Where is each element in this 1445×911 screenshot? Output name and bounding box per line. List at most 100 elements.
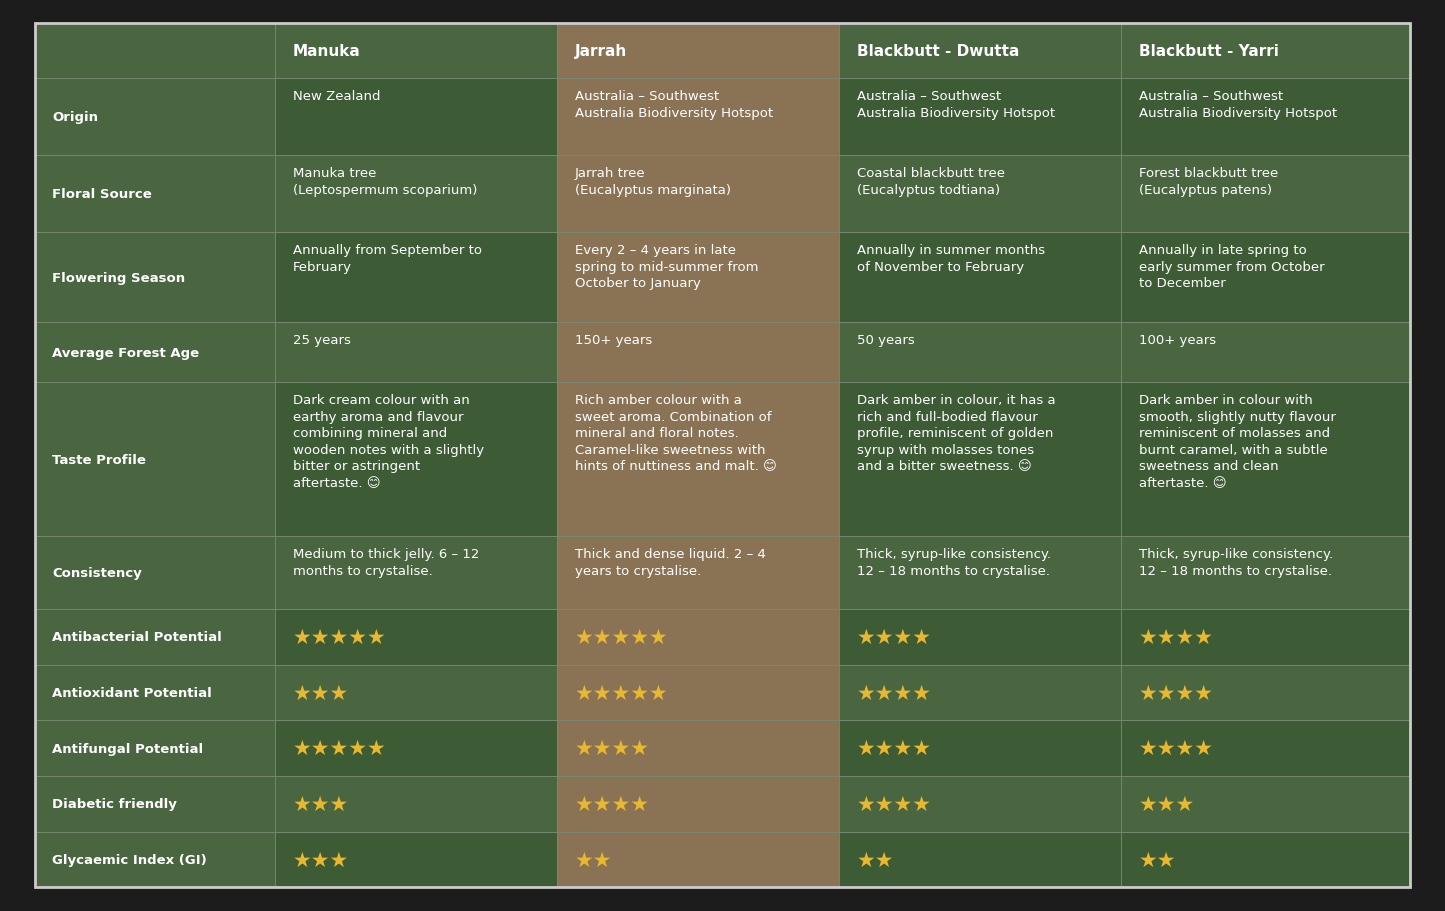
Bar — [558, 24, 840, 79]
Text: ★★★★★: ★★★★★ — [575, 627, 669, 647]
Text: Antibacterial Potential: Antibacterial Potential — [52, 630, 221, 644]
Bar — [276, 383, 558, 537]
Text: Australia – Southwest
Australia Biodiversity Hotspot: Australia – Southwest Australia Biodiver… — [857, 90, 1055, 119]
Text: ★★★★: ★★★★ — [857, 794, 932, 814]
Text: Diabetic friendly: Diabetic friendly — [52, 797, 176, 811]
Bar — [558, 233, 840, 323]
Text: ★★★★: ★★★★ — [1139, 627, 1214, 647]
Text: Australia – Southwest
Australia Biodiversity Hotspot: Australia – Southwest Australia Biodiver… — [1139, 90, 1337, 119]
Text: Manuka: Manuka — [293, 44, 360, 59]
Text: 50 years: 50 years — [857, 334, 915, 347]
Text: Jarrah tree
(Eucalyptus marginata): Jarrah tree (Eucalyptus marginata) — [575, 167, 731, 197]
Bar — [840, 79, 1121, 156]
Bar — [840, 609, 1121, 665]
Bar — [1121, 832, 1410, 887]
Text: ★★★★: ★★★★ — [857, 739, 932, 758]
Text: ★★: ★★ — [1139, 850, 1176, 869]
Bar — [558, 665, 840, 721]
Bar — [558, 537, 840, 609]
Bar — [558, 79, 840, 156]
Text: Every 2 – 4 years in late
spring to mid-summer from
October to January: Every 2 – 4 years in late spring to mid-… — [575, 244, 759, 290]
Text: ★★★★★: ★★★★★ — [293, 739, 386, 758]
Bar — [276, 537, 558, 609]
Bar — [840, 665, 1121, 721]
Text: Origin: Origin — [52, 111, 98, 124]
Text: 25 years: 25 years — [293, 334, 351, 347]
Bar — [276, 323, 558, 383]
Bar — [1121, 24, 1410, 79]
Text: Manuka tree
(Leptospermum scoparium): Manuka tree (Leptospermum scoparium) — [293, 167, 477, 197]
Bar — [840, 721, 1121, 776]
Bar — [276, 609, 558, 665]
Bar — [35, 233, 276, 323]
Text: Antifungal Potential: Antifungal Potential — [52, 742, 204, 755]
Bar — [276, 776, 558, 832]
Bar — [1121, 233, 1410, 323]
Text: Jarrah: Jarrah — [575, 44, 627, 59]
Text: ★★★★★: ★★★★★ — [293, 627, 386, 647]
Bar — [840, 24, 1121, 79]
Text: Rich amber colour with a
sweet aroma. Combination of
mineral and floral notes.
C: Rich amber colour with a sweet aroma. Co… — [575, 394, 776, 473]
Bar — [1121, 776, 1410, 832]
Bar — [35, 665, 276, 721]
Bar — [35, 537, 276, 609]
Text: Annually from September to
February: Annually from September to February — [293, 244, 481, 273]
Text: ★★: ★★ — [575, 850, 613, 869]
Bar — [276, 233, 558, 323]
Bar — [558, 383, 840, 537]
Text: 100+ years: 100+ years — [1139, 334, 1215, 347]
Bar — [558, 721, 840, 776]
Bar — [276, 24, 558, 79]
Text: Annually in late spring to
early summer from October
to December: Annually in late spring to early summer … — [1139, 244, 1325, 290]
Bar — [1121, 79, 1410, 156]
Bar — [35, 156, 276, 233]
Bar — [558, 609, 840, 665]
Bar — [35, 721, 276, 776]
Bar — [276, 79, 558, 156]
Text: Forest blackbutt tree
(Eucalyptus patens): Forest blackbutt tree (Eucalyptus patens… — [1139, 167, 1277, 197]
Text: Coastal blackbutt tree
(Eucalyptus todtiana): Coastal blackbutt tree (Eucalyptus todti… — [857, 167, 1004, 197]
Text: Floral Source: Floral Source — [52, 189, 152, 201]
Text: ★★★★: ★★★★ — [575, 794, 650, 814]
Text: ★★★★: ★★★★ — [857, 683, 932, 702]
Text: ★★★★: ★★★★ — [857, 627, 932, 647]
Bar — [1121, 537, 1410, 609]
Text: ★★: ★★ — [857, 850, 894, 869]
Bar — [35, 776, 276, 832]
Text: ★★★: ★★★ — [1139, 794, 1195, 814]
Bar — [35, 383, 276, 537]
Text: 150+ years: 150+ years — [575, 334, 652, 347]
Bar — [276, 156, 558, 233]
Bar — [35, 24, 276, 79]
Bar — [276, 832, 558, 887]
Text: Dark amber in colour with
smooth, slightly nutty flavour
reminiscent of molasses: Dark amber in colour with smooth, slight… — [1139, 394, 1335, 489]
Text: ★★★★: ★★★★ — [1139, 683, 1214, 702]
Text: Thick and dense liquid. 2 – 4
years to crystalise.: Thick and dense liquid. 2 – 4 years to c… — [575, 548, 766, 578]
Text: Dark cream colour with an
earthy aroma and flavour
combining mineral and
wooden : Dark cream colour with an earthy aroma a… — [293, 394, 484, 489]
Text: Thick, syrup-like consistency.
12 – 18 months to crystalise.: Thick, syrup-like consistency. 12 – 18 m… — [857, 548, 1051, 578]
Bar — [1121, 721, 1410, 776]
Bar — [558, 156, 840, 233]
Bar — [1121, 383, 1410, 537]
Text: ★★★: ★★★ — [293, 683, 350, 702]
Bar — [840, 233, 1121, 323]
Text: Dark amber in colour, it has a
rich and full-bodied flavour
profile, reminiscent: Dark amber in colour, it has a rich and … — [857, 394, 1055, 473]
Bar — [840, 776, 1121, 832]
Bar — [840, 537, 1121, 609]
Text: Consistency: Consistency — [52, 567, 142, 579]
Bar — [35, 832, 276, 887]
Text: ★★★★: ★★★★ — [575, 739, 650, 758]
Text: Antioxidant Potential: Antioxidant Potential — [52, 686, 212, 700]
Text: New Zealand: New Zealand — [293, 90, 380, 103]
Text: ★★★: ★★★ — [293, 794, 350, 814]
Bar — [558, 832, 840, 887]
Text: Blackbutt - Yarri: Blackbutt - Yarri — [1139, 44, 1279, 59]
Text: Taste Profile: Taste Profile — [52, 454, 146, 466]
Bar — [35, 79, 276, 156]
Text: Annually in summer months
of November to February: Annually in summer months of November to… — [857, 244, 1045, 273]
Bar — [558, 776, 840, 832]
Text: Flowering Season: Flowering Season — [52, 271, 185, 284]
Text: ★★★: ★★★ — [293, 850, 350, 869]
Bar — [1121, 665, 1410, 721]
Bar — [276, 665, 558, 721]
